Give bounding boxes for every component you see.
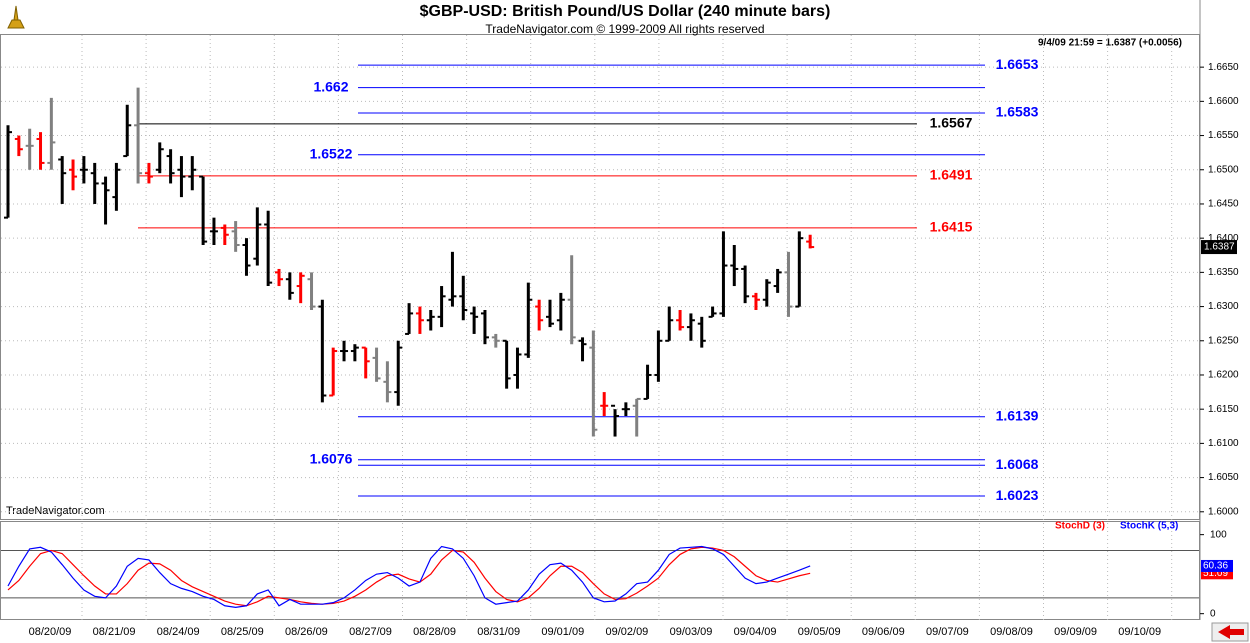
level-label: 1.6068 bbox=[996, 456, 1039, 472]
x-tick-label: 08/24/09 bbox=[157, 626, 200, 638]
x-tick-label: 08/27/09 bbox=[349, 626, 392, 638]
legend-label: StochD (3) bbox=[1055, 521, 1105, 532]
level-label: 1.6076 bbox=[310, 451, 353, 467]
level-label: 1.6415 bbox=[930, 219, 973, 235]
stoch-line bbox=[7, 545, 811, 608]
y-tick-label: 1.6100 bbox=[1208, 438, 1239, 449]
last-price-label: 1.6387 bbox=[1204, 242, 1235, 253]
nav-arrow[interactable] bbox=[1211, 622, 1249, 642]
value-label-box bbox=[1201, 559, 1233, 572]
x-tick-label: 08/26/09 bbox=[285, 626, 328, 638]
y-tick-label: 1.6450 bbox=[1208, 199, 1239, 210]
y-tick-label: 1.6600 bbox=[1208, 96, 1239, 107]
stoch-line bbox=[7, 546, 811, 607]
x-tick-label: 09/07/09 bbox=[926, 626, 969, 638]
level-label: 1.6653 bbox=[996, 56, 1039, 72]
level-label: 1.6491 bbox=[930, 167, 973, 183]
level-label: 1.6139 bbox=[996, 407, 1039, 423]
x-tick-label: 09/10/09 bbox=[1118, 626, 1161, 638]
y-tick-label: 100 bbox=[1210, 529, 1227, 540]
y-tick-label: 1.6150 bbox=[1208, 404, 1239, 415]
x-tick-label: 08/25/09 bbox=[221, 626, 264, 638]
chart-subtitle: TradeNavigator.com © 1999-2009 All right… bbox=[485, 22, 764, 36]
y-tick-label: 1.6000 bbox=[1208, 506, 1239, 517]
x-tick-label: 08/20/09 bbox=[29, 626, 72, 638]
value-label: 51.09 bbox=[1203, 568, 1228, 579]
x-tick-label: 09/01/09 bbox=[541, 626, 584, 638]
last-price-box bbox=[1201, 240, 1237, 255]
y-tick-label: 1.6550 bbox=[1208, 130, 1239, 141]
x-tick-label: 09/09/09 bbox=[1054, 626, 1097, 638]
level-label: 1.6522 bbox=[310, 145, 353, 161]
level-label: 1.6023 bbox=[996, 487, 1039, 503]
x-tick-label: 09/04/09 bbox=[734, 626, 777, 638]
status-text: 9/4/09 21:59 = 1.6387 (+0.0056) bbox=[1038, 38, 1182, 49]
level-label: 1.6567 bbox=[930, 115, 973, 131]
x-tick-label: 09/02/09 bbox=[605, 626, 648, 638]
x-tick-label: 08/28/09 bbox=[413, 626, 456, 638]
level-label: 1.6583 bbox=[996, 104, 1039, 120]
legend-label: StochK (5,3) bbox=[1120, 521, 1178, 532]
y-tick-label: 1.6650 bbox=[1208, 62, 1239, 73]
y-tick-label: 1.6300 bbox=[1208, 301, 1239, 312]
y-tick-label: 1.6050 bbox=[1208, 472, 1239, 483]
x-tick-label: 09/05/09 bbox=[798, 626, 841, 638]
y-tick-label: 1.6500 bbox=[1208, 164, 1239, 175]
value-label: 60.36 bbox=[1203, 561, 1228, 572]
x-tick-label: 08/31/09 bbox=[477, 626, 520, 638]
y-tick-label: 1.6350 bbox=[1208, 267, 1239, 278]
logo bbox=[7, 5, 25, 29]
watermark: TradeNavigator.com bbox=[6, 505, 105, 517]
level-label: 1.662 bbox=[313, 78, 348, 94]
chart-title: $GBP-USD: British Pound/US Dollar (240 m… bbox=[420, 3, 831, 20]
x-tick-label: 09/06/09 bbox=[862, 626, 905, 638]
y-tick-label: 1.6250 bbox=[1208, 335, 1239, 346]
x-tick-label: 08/21/09 bbox=[93, 626, 136, 638]
y-tick-label: 1.6200 bbox=[1208, 370, 1239, 381]
y-tick-label: 1.6400 bbox=[1208, 233, 1239, 244]
x-tick-label: 09/08/09 bbox=[990, 626, 1033, 638]
x-tick-label: 09/03/09 bbox=[670, 626, 713, 638]
y-tick-label: 0 bbox=[1210, 608, 1216, 619]
